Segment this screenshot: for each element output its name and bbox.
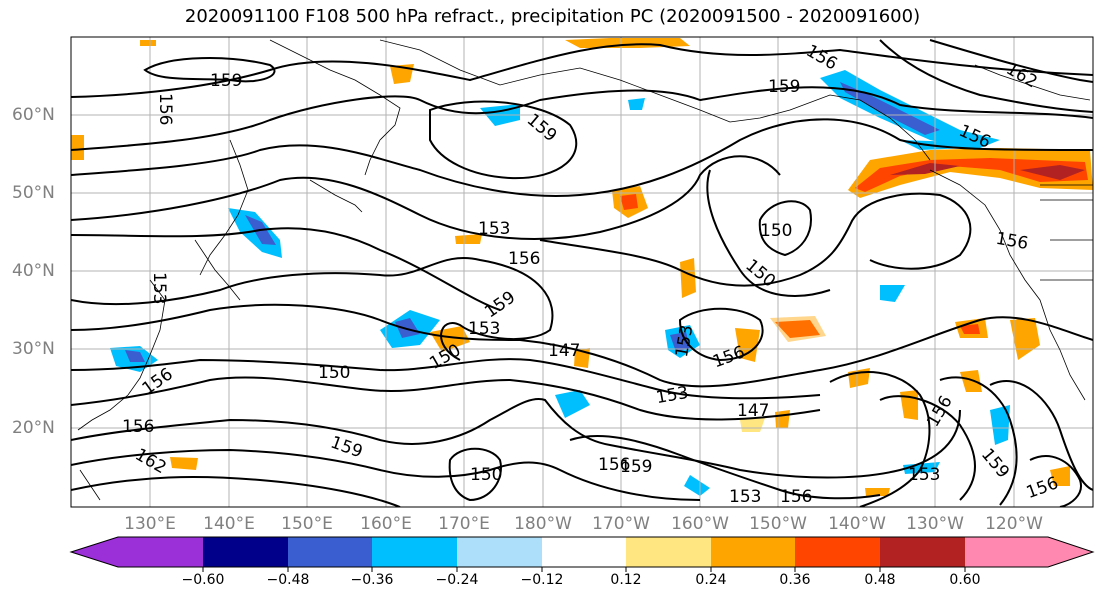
- height-contours: [71, 39, 1093, 507]
- colorbar-low-extension: [71, 537, 118, 567]
- contour-label: 153: [908, 465, 940, 485]
- contour-label: 156: [780, 487, 812, 507]
- colorbar-bin: [203, 537, 288, 567]
- lon-label: 120°W: [985, 514, 1043, 534]
- map-frame: [70, 36, 1094, 508]
- contour-label: 150: [760, 221, 792, 241]
- colorbar-tick-label: 0.36: [779, 572, 811, 588]
- colorbar-bin: [288, 537, 372, 567]
- colorbar-tick-label: 0.24: [695, 572, 727, 588]
- colorbar-outline: [69, 536, 1095, 568]
- contour-label: 150: [318, 363, 350, 383]
- colorbar-tick-label: 0.48: [864, 572, 896, 588]
- graticule: [71, 37, 1093, 507]
- contour-label: 159: [768, 77, 800, 97]
- contour-label: 153: [729, 487, 761, 507]
- colorbar-tick-label: −0.24: [435, 572, 479, 588]
- lon-label: 170°E: [438, 514, 490, 534]
- lon-label: 140°W: [828, 514, 886, 534]
- lat-label-20n: 20°N: [12, 418, 55, 438]
- colorbar-bin: [118, 537, 203, 567]
- lat-label-40n: 40°N: [12, 261, 55, 281]
- colorbar-bin: [457, 537, 542, 567]
- colorbar-tick-label: −0.12: [520, 572, 564, 588]
- colorbar-high-extension: [1048, 537, 1093, 567]
- contour-label: 147: [737, 401, 769, 421]
- lat-label-60n: 60°N: [12, 105, 55, 125]
- contour-label: 159: [620, 457, 652, 477]
- colorbar-bin: [795, 537, 880, 567]
- colorbar-tick-label: −0.60: [181, 572, 225, 588]
- lat-label-30n: 30°N: [12, 339, 55, 359]
- contour-label: 156: [508, 249, 540, 269]
- colorbar-bin: [542, 537, 626, 567]
- lon-label: 150°E: [281, 514, 333, 534]
- chart-title: 2020091100 F108 500 hPa refract., precip…: [184, 6, 921, 27]
- contour-label: 156: [598, 455, 630, 475]
- colorbar-bin: [372, 537, 457, 567]
- colorbar: [69, 536, 1095, 572]
- lon-label: 130°E: [124, 514, 176, 534]
- lon-label: 170°W: [592, 514, 650, 534]
- lon-label: 160°W: [671, 514, 729, 534]
- contour-label: 153: [468, 319, 500, 339]
- contour-label: 153: [478, 219, 510, 239]
- colorbar-bin: [965, 537, 1048, 567]
- colorbar-tick-label: 0.60: [949, 572, 981, 588]
- lon-label: 160°E: [360, 514, 412, 534]
- coastlines: [77, 39, 1093, 501]
- contour-label: 156: [122, 417, 154, 437]
- contour-label: 159: [210, 71, 242, 91]
- lat-label-50n: 50°N: [12, 183, 55, 203]
- contour-label: 156: [155, 93, 175, 125]
- colorbar-bin: [711, 537, 795, 567]
- lon-label: 140°E: [203, 514, 255, 534]
- colorbar-bin: [880, 537, 965, 567]
- lon-label: 130°W: [906, 514, 964, 534]
- lon-label: 180°W: [514, 514, 572, 534]
- contour-label: 147: [548, 341, 580, 361]
- contour-label: 150: [470, 465, 502, 485]
- colorbar-bin: [626, 537, 711, 567]
- colorbar-tick-label: −0.36: [350, 572, 394, 588]
- colorbar-tick-label: 0.12: [610, 572, 642, 588]
- contour-label: 153: [149, 272, 169, 304]
- colorbar-tick-label: −0.48: [266, 572, 310, 588]
- lon-label: 150°W: [749, 514, 807, 534]
